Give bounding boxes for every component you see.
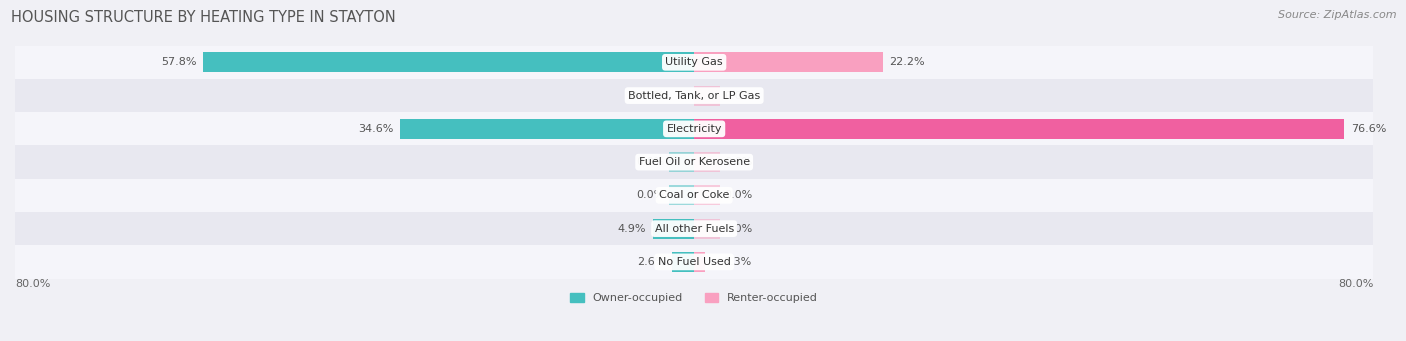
Bar [15,46,1374,79]
Bar [652,219,695,239]
Bar [695,219,720,239]
Text: HOUSING STRUCTURE BY HEATING TYPE IN STAYTON: HOUSING STRUCTURE BY HEATING TYPE IN STA… [11,10,396,25]
Bar [15,212,1374,245]
Text: 0.0%: 0.0% [724,91,752,101]
Text: 1.3%: 1.3% [724,257,752,267]
Bar [695,152,720,172]
Bar [695,252,706,272]
Text: 2.6%: 2.6% [637,257,665,267]
Text: Electricity: Electricity [666,124,721,134]
Text: All other Fuels: All other Fuels [655,224,734,234]
Text: 0.0%: 0.0% [724,224,752,234]
Bar [15,112,1374,146]
Bar [669,186,695,205]
Text: 0.05%: 0.05% [630,91,665,101]
Bar [672,252,695,272]
Bar [695,186,720,205]
Text: 80.0%: 80.0% [1339,279,1374,288]
Text: Utility Gas: Utility Gas [665,57,723,67]
Legend: Owner-occupied, Renter-occupied: Owner-occupied, Renter-occupied [565,288,823,308]
Bar [695,86,720,106]
Bar [401,119,695,139]
Bar [669,152,695,172]
Text: 0.0%: 0.0% [636,157,665,167]
Bar [204,52,695,72]
Text: Coal or Coke: Coal or Coke [659,190,730,201]
Bar [695,52,883,72]
Bar [15,146,1374,179]
Text: 34.6%: 34.6% [359,124,394,134]
Text: Bottled, Tank, or LP Gas: Bottled, Tank, or LP Gas [628,91,761,101]
Bar [15,179,1374,212]
Bar [15,79,1374,112]
Text: 76.6%: 76.6% [1351,124,1386,134]
Text: Source: ZipAtlas.com: Source: ZipAtlas.com [1278,10,1396,20]
Text: No Fuel Used: No Fuel Used [658,257,731,267]
Text: 0.0%: 0.0% [724,190,752,201]
Text: 57.8%: 57.8% [162,57,197,67]
Text: 0.0%: 0.0% [636,190,665,201]
Text: 0.0%: 0.0% [724,157,752,167]
Bar [695,119,1344,139]
Text: 22.2%: 22.2% [890,57,925,67]
Bar [15,245,1374,279]
Text: 80.0%: 80.0% [15,279,51,288]
Text: 4.9%: 4.9% [617,224,645,234]
Text: Fuel Oil or Kerosene: Fuel Oil or Kerosene [638,157,749,167]
